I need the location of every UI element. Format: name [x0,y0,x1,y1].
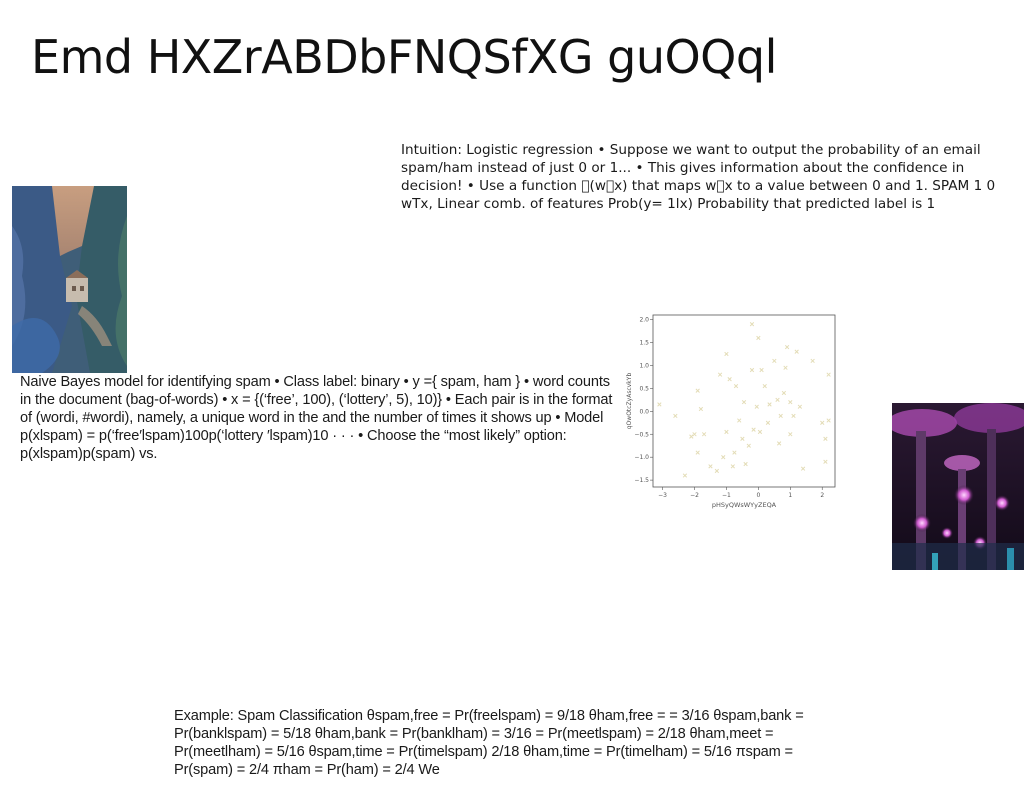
canyon-photo-graphic [12,186,127,373]
x-tick-label: −1 [722,492,731,499]
supertree-grove-photo [892,403,1024,570]
y-tick-label: 2.0 [639,317,649,324]
scatter-point [783,365,788,370]
x-axis-label: pHSyQWsWYyZEQA [712,501,777,509]
scatter-point [698,406,704,412]
scatter-point [788,432,793,437]
scatter-point [756,335,761,341]
intuition-text-block: Intuition: Logistic regression • Suppose… [401,142,996,212]
y-tick-label: 0.5 [639,385,649,392]
scatter-point [775,397,780,403]
scatter-point [778,413,783,419]
scatter-point [788,399,793,405]
scatter-point [776,441,782,446]
y-tick-label: −0.5 [634,431,649,438]
scatter-point [724,351,729,357]
canyon-photo [12,186,127,373]
y-tick-label: −1.0 [634,454,649,461]
x-tick-label: 0 [756,492,760,499]
scatter-point [772,358,777,364]
scatter-point [695,388,700,393]
scatter-point [724,429,729,435]
scatter-point [740,436,745,441]
x-tick-label: 1 [788,492,792,499]
scatter-point [797,404,803,409]
slide-title: Emd HXZrABDbFNQSfXG guOQql [31,30,777,84]
scatter-point [730,464,735,469]
scatter-point [721,455,726,460]
plot-frame [652,314,836,488]
scatter-point [794,349,799,354]
scatter-point [733,383,739,389]
scatter-point [823,459,828,464]
scatter-point [810,358,815,364]
scatter-points [657,322,831,478]
scatter-point [784,344,790,350]
scatter-point [759,367,764,373]
scatter-point [754,404,759,409]
scatter-point [673,413,678,419]
scatter-chart: −3 −2 −1 0 1 2 −1.5 −1.0 −0.5 0.0 0.5 1.0 1.5 2.0 pH… [626,314,836,509]
scatter-point [708,464,713,469]
scatter-point [826,372,831,377]
scatter-point [791,413,796,419]
scatter-point [657,402,662,407]
scatter-point [741,399,747,405]
scatter-point [732,450,737,455]
scatter-point [689,434,694,439]
scatter-point [757,429,763,435]
scatter-point [767,402,772,407]
scatter-point [737,418,742,423]
supertree-grove-graphic [892,403,1024,570]
scatter-point [781,390,787,396]
scatter-point [701,432,707,437]
x-tick-label: −3 [658,492,667,499]
y-tick-label: −1.5 [634,477,649,484]
x-tick-label: −2 [690,492,699,499]
scatter-point [820,420,825,425]
scatter-point [762,383,767,389]
y-tick-label: 0.0 [639,408,649,415]
scatter-point [800,466,806,471]
scatter-point [765,420,771,425]
scatter-point [749,322,755,327]
scatter-point [746,443,751,448]
y-axis-label: qOwOtcZyAscvkYb [626,373,633,430]
scatter-point [692,432,697,437]
y-axis-ticks: −1.5 −1.0 −0.5 0.0 0.5 1.0 1.5 2.0 [634,317,653,484]
scatter-point [717,372,723,377]
scatter-point [823,436,828,441]
x-tick-label: 2 [820,492,824,499]
scatter-point [826,418,831,423]
scatter-point [743,461,748,467]
scatter-point [727,377,732,382]
y-tick-label: 1.0 [639,362,649,369]
example-text-block: Example: Spam Classification θspam,free … [174,708,804,778]
scatter-point [682,473,688,478]
y-tick-label: 1.5 [639,340,649,347]
x-axis-ticks: −3 −2 −1 0 1 2 [658,487,824,499]
scatter-point [714,468,720,474]
scatter-point [695,450,700,455]
scatter-point [751,427,756,432]
naive-bayes-text-block: Naive Bayes model for identifying spam •… [20,374,613,462]
scatter-point [749,367,755,373]
